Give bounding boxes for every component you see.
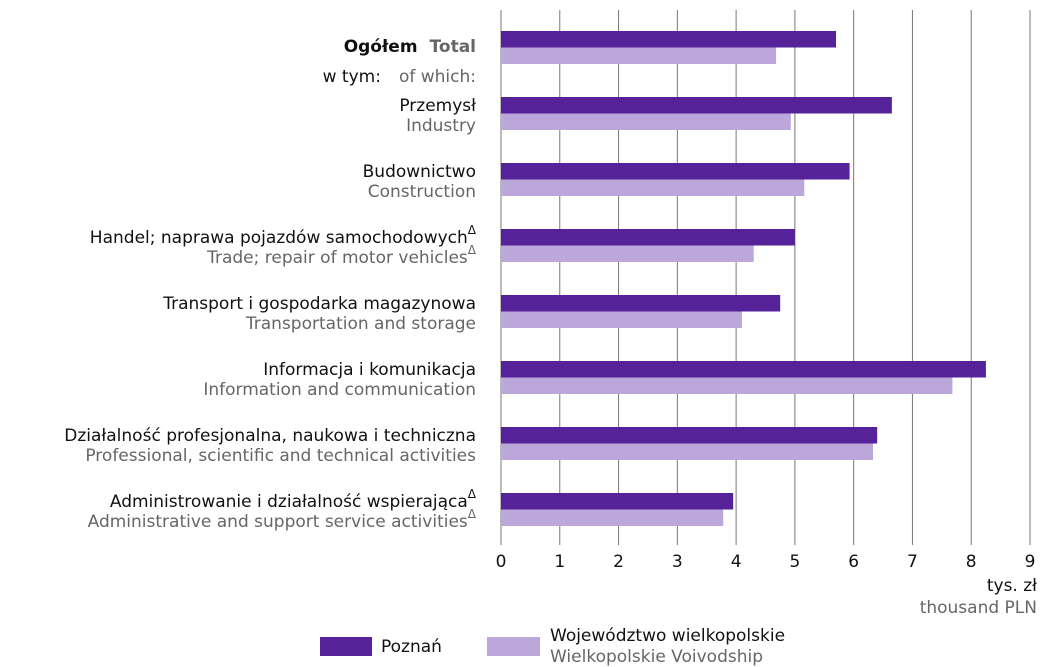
bar: [501, 377, 953, 394]
category-label-text: Transport i gospodarka magazynowa: [162, 294, 476, 314]
category-label-en: Trade; repair of motor vehiclesΔ: [206, 243, 477, 269]
category-label-text: Budownictwo: [363, 162, 476, 182]
x-tick-label: 6: [848, 552, 859, 572]
category-label-en: Transportation and storage: [245, 314, 476, 334]
subheading-pl: w tym:: [323, 67, 381, 87]
bar: [501, 427, 878, 444]
note-mark: Δ: [468, 487, 477, 501]
bar: [501, 443, 874, 460]
subheading-en: of which:: [399, 67, 476, 87]
category-label-text: Handel; naprawa pojazdów samochodowych: [90, 228, 468, 248]
bar: [501, 31, 837, 48]
legend-label: Województwo wielkopolskie: [550, 626, 785, 646]
category-label-text: Professional, scientific and technical a…: [85, 446, 476, 466]
bar: [501, 113, 791, 130]
category-label-pl: Działalność profesjonalna, naukowa i tec…: [64, 426, 476, 446]
x-tick-label: 5: [789, 552, 800, 572]
legend-label: Poznań: [381, 637, 442, 657]
category-label-pl: Handel; naprawa pojazdów samochodowychΔ: [90, 223, 477, 249]
category-label-pl: Transport i gospodarka magazynowa: [162, 294, 476, 314]
category-label-en: Professional, scientific and technical a…: [85, 446, 476, 466]
category-label-pl: Informacja i komunikacja: [263, 360, 476, 380]
category-label-pl: Budownictwo: [363, 162, 476, 182]
bar: [501, 509, 724, 526]
note-mark: Δ: [468, 507, 477, 521]
legend-swatch: [320, 637, 372, 656]
category-label-text: Informacja i komunikacja: [263, 360, 476, 380]
category-label-text: Działalność profesjonalna, naukowa i tec…: [64, 426, 476, 446]
x-tick-label: 9: [1025, 552, 1036, 572]
bar: [501, 361, 986, 378]
x-tick-label: 2: [613, 552, 624, 572]
x-axis-label: thousand PLN: [920, 598, 1037, 618]
category-label: Ogółem Total: [344, 37, 476, 57]
x-axis-label: tys. zł: [987, 576, 1037, 596]
category-label-en: Construction: [368, 182, 476, 202]
legend-label: Wielkopolskie Voivodship: [550, 647, 763, 667]
bar: [501, 295, 781, 312]
category-label-text: Industry: [406, 116, 476, 136]
bar: [501, 229, 795, 246]
category-label-en: Administrative and support service activ…: [88, 507, 477, 533]
bar: [501, 311, 742, 328]
subheading: w tym: of which:: [323, 67, 476, 87]
category-label-pl: Przemysł: [399, 96, 476, 116]
category-label-text: Trade; repair of motor vehicles: [206, 248, 468, 268]
x-tick-label: 7: [907, 552, 918, 572]
category-label-text: Construction: [368, 182, 476, 202]
category-label-en: Total: [430, 37, 476, 57]
bar: [501, 179, 805, 196]
bar: [501, 245, 754, 262]
x-tick-label: 0: [496, 552, 507, 572]
category-label-en: Industry: [406, 116, 476, 136]
x-tick-label: 8: [966, 552, 977, 572]
bar: [501, 493, 734, 510]
note-mark: Δ: [468, 223, 477, 237]
legend-swatch: [487, 637, 540, 656]
category-label-en: Information and communication: [203, 380, 476, 400]
bar: [501, 97, 892, 114]
category-label-text: Przemysł: [399, 96, 476, 116]
note-mark: Δ: [468, 243, 477, 257]
category-label-pl: Ogółem: [344, 37, 418, 57]
category-label-text: Administrative and support service activ…: [88, 512, 468, 532]
x-tick-label: 4: [731, 552, 742, 572]
bar: [501, 163, 850, 180]
x-tick-label: 3: [672, 552, 683, 572]
category-label-text: Administrowanie i działalność wspierając…: [110, 492, 468, 512]
category-label-pl: Administrowanie i działalność wspierając…: [110, 487, 477, 513]
category-label-text: Transportation and storage: [245, 314, 476, 334]
bar: [501, 47, 777, 64]
x-tick-label: 1: [554, 552, 565, 572]
category-label-text: Information and communication: [203, 380, 476, 400]
